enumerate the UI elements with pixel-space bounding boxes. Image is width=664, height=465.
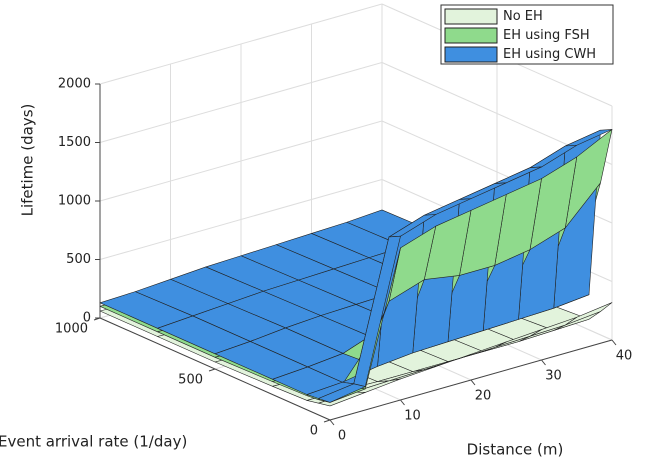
z-tick-label: 500 (66, 252, 91, 267)
z-tick-label: 0 (83, 311, 91, 326)
legend-label: No EH (503, 9, 543, 24)
z-tick-label: 1500 (58, 135, 91, 150)
legend-swatch (444, 27, 498, 44)
z-tick-label: 2000 (58, 77, 91, 92)
x-tick-label: 20 (475, 389, 492, 404)
tick-mark (323, 419, 331, 423)
y-tick-label: 500 (178, 373, 203, 388)
x-tick-label: 10 (404, 409, 421, 424)
tick-mark (329, 419, 335, 426)
tick-mark (541, 359, 546, 366)
legend-label: EH using CWH (503, 47, 596, 62)
tick-mark (400, 399, 405, 406)
z-axis-label: Lifetime (days) (19, 104, 37, 217)
y-tick-label: 1000 (55, 322, 88, 337)
tick-mark (470, 379, 476, 386)
legend: No EH EH using FSH EH using CWH (440, 4, 614, 65)
x-tick-label: 30 (545, 369, 562, 384)
x-tick-label: 40 (616, 349, 633, 364)
y-axis-label: Event arrival rate (1/day) (0, 433, 187, 451)
z-tick-label: 1000 (58, 194, 91, 209)
x-tick-label: 0 (338, 429, 346, 444)
y-tick-label: 0 (310, 424, 318, 439)
x-axis-label: Distance (m) (467, 441, 564, 459)
legend-swatch (444, 46, 498, 63)
axes-front: 0 10 20 30 40 0 500 1000 (55, 317, 633, 444)
tick-mark (611, 339, 617, 346)
legend-label: EH using FSH (503, 28, 590, 43)
surfaces (99, 129, 613, 407)
surface-patch (318, 383, 366, 403)
tick-mark (208, 368, 216, 372)
legend-swatch (444, 8, 498, 25)
tick-mark (93, 317, 101, 321)
